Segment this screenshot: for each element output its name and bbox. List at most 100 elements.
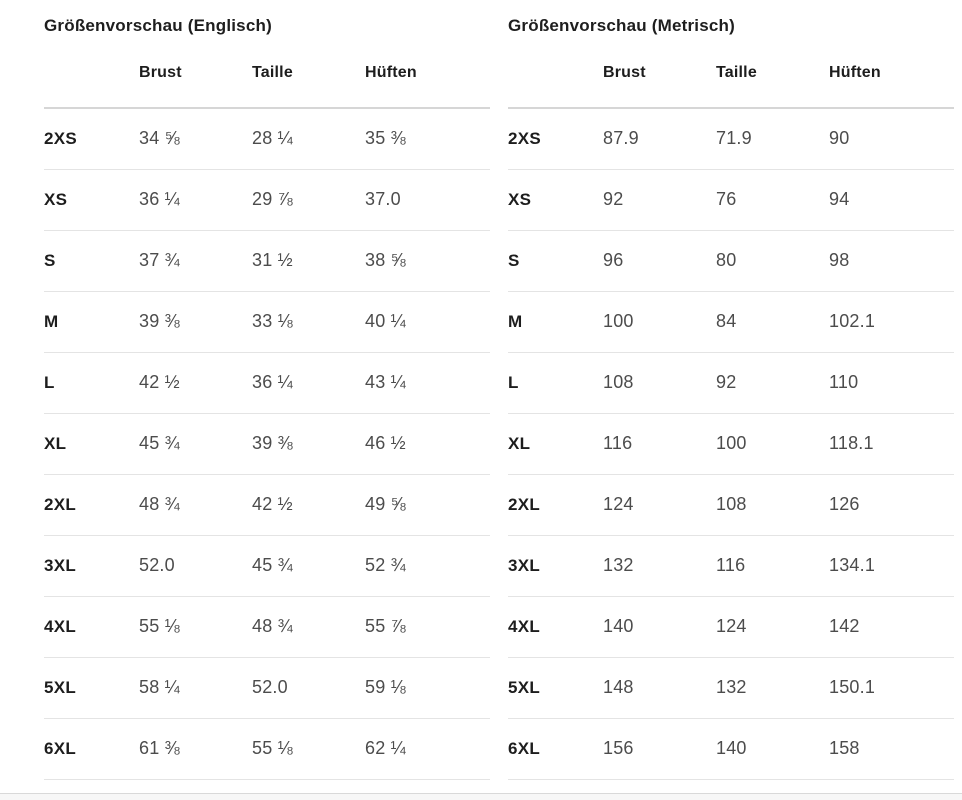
table-row: L 42 ½ 36 ¼ 43 ¼ [44, 352, 490, 414]
table-header-row: Brust Taille Hüften [44, 38, 490, 109]
chest-value-cell: 52.0 [139, 535, 252, 597]
chest-value-cell: 132 [603, 535, 716, 597]
hips-value-cell: 37.0 [365, 169, 490, 231]
table-row: 2XS 87.9 71.9 90 [508, 108, 954, 170]
hips-value-cell: 118.1 [829, 413, 954, 475]
table-row: XL 116 100 118.1 [508, 413, 954, 475]
size-label-cell: XS [44, 169, 139, 231]
size-label-cell: S [508, 230, 603, 292]
table-row: 2XS 34 ⅝ 28 ¼ 35 ⅜ [44, 108, 490, 170]
hips-column-header: Hüften [829, 38, 954, 109]
table-row: 6XL 61 ⅜ 55 ⅛ 62 ¼ [44, 718, 490, 780]
waist-value-cell: 45 ¾ [252, 535, 365, 597]
size-chart-metric: Größenvorschau (Metrisch) Brust Taille H… [508, 14, 954, 780]
waist-value-cell: 100 [716, 413, 829, 475]
hips-value-cell: 150.1 [829, 657, 954, 719]
table-row: XS 92 76 94 [508, 169, 954, 231]
waist-value-cell: 42 ½ [252, 474, 365, 536]
table-row: XS 36 ¼ 29 ⅞ 37.0 [44, 169, 490, 231]
hips-value-cell: 102.1 [829, 291, 954, 353]
hips-value-cell: 110 [829, 352, 954, 414]
table-row: 5XL 148 132 150.1 [508, 657, 954, 719]
waist-value-cell: 28 ¼ [252, 108, 365, 170]
chest-value-cell: 61 ⅜ [139, 718, 252, 780]
size-label-cell: 3XL [508, 535, 603, 597]
size-label-cell: M [508, 291, 603, 353]
waist-value-cell: 71.9 [716, 108, 829, 170]
waist-value-cell: 116 [716, 535, 829, 597]
size-label-cell: 6XL [44, 718, 139, 780]
size-chart-metric-title: Größenvorschau (Metrisch) [508, 16, 735, 35]
size-label-cell: 4XL [44, 596, 139, 658]
hips-value-cell: 98 [829, 230, 954, 292]
hips-column-header: Hüften [365, 38, 490, 109]
size-label-cell: 6XL [508, 718, 603, 780]
chest-value-cell: 55 ⅛ [139, 596, 252, 658]
hips-value-cell: 49 ⅝ [365, 474, 490, 536]
table-row: 2XL 124 108 126 [508, 474, 954, 536]
chest-value-cell: 34 ⅝ [139, 108, 252, 170]
chest-value-cell: 48 ¾ [139, 474, 252, 536]
chest-value-cell: 108 [603, 352, 716, 414]
size-label-cell: 2XL [508, 474, 603, 536]
hips-value-cell: 38 ⅝ [365, 230, 490, 292]
size-chart-english: Größenvorschau (Englisch) Brust Taille H… [44, 14, 490, 780]
waist-value-cell: 140 [716, 718, 829, 780]
hips-value-cell: 52 ¾ [365, 535, 490, 597]
table-row: L 108 92 110 [508, 352, 954, 414]
hips-value-cell: 62 ¼ [365, 718, 490, 780]
chest-value-cell: 100 [603, 291, 716, 353]
waist-value-cell: 84 [716, 291, 829, 353]
size-label-cell: 5XL [508, 657, 603, 719]
size-label-cell: L [508, 352, 603, 414]
table-row: S 96 80 98 [508, 230, 954, 292]
waist-value-cell: 132 [716, 657, 829, 719]
waist-value-cell: 29 ⅞ [252, 169, 365, 231]
chest-value-cell: 124 [603, 474, 716, 536]
waist-column-header: Taille [716, 38, 829, 109]
chest-value-cell: 96 [603, 230, 716, 292]
table-row: 3XL 52.0 45 ¾ 52 ¾ [44, 535, 490, 597]
hips-value-cell: 126 [829, 474, 954, 536]
chest-value-cell: 87.9 [603, 108, 716, 170]
hips-value-cell: 43 ¼ [365, 352, 490, 414]
table-row: 4XL 140 124 142 [508, 596, 954, 658]
chest-column-header: Brust [139, 38, 252, 109]
hips-value-cell: 158 [829, 718, 954, 780]
hips-value-cell: 35 ⅜ [365, 108, 490, 170]
chest-value-cell: 42 ½ [139, 352, 252, 414]
waist-value-cell: 55 ⅛ [252, 718, 365, 780]
chest-value-cell: 116 [603, 413, 716, 475]
chest-value-cell: 36 ¼ [139, 169, 252, 231]
hips-value-cell: 94 [829, 169, 954, 231]
chest-value-cell: 140 [603, 596, 716, 658]
hips-value-cell: 55 ⅞ [365, 596, 490, 658]
size-label-cell: 2XS [44, 108, 139, 170]
waist-value-cell: 31 ½ [252, 230, 365, 292]
size-chart-english-title: Größenvorschau (Englisch) [44, 16, 272, 35]
size-column-header-blank [508, 38, 603, 109]
size-label-cell: XL [508, 413, 603, 475]
size-charts-container: Größenvorschau (Englisch) Brust Taille H… [44, 14, 954, 780]
table-row: 2XL 48 ¾ 42 ½ 49 ⅝ [44, 474, 490, 536]
chest-value-cell: 45 ¾ [139, 413, 252, 475]
chest-value-cell: 156 [603, 718, 716, 780]
size-label-cell: 3XL [44, 535, 139, 597]
hips-value-cell: 40 ¼ [365, 291, 490, 353]
chest-value-cell: 39 ⅜ [139, 291, 252, 353]
table-row: M 100 84 102.1 [508, 291, 954, 353]
waist-value-cell: 92 [716, 352, 829, 414]
table-row: M 39 ⅜ 33 ⅛ 40 ¼ [44, 291, 490, 353]
hips-value-cell: 59 ⅛ [365, 657, 490, 719]
size-label-cell: XS [508, 169, 603, 231]
chest-value-cell: 148 [603, 657, 716, 719]
waist-value-cell: 48 ¾ [252, 596, 365, 658]
waist-value-cell: 76 [716, 169, 829, 231]
size-label-cell: XL [44, 413, 139, 475]
waist-value-cell: 80 [716, 230, 829, 292]
waist-value-cell: 52.0 [252, 657, 365, 719]
waist-value-cell: 124 [716, 596, 829, 658]
table-header-row: Brust Taille Hüften [508, 38, 954, 109]
chest-value-cell: 92 [603, 169, 716, 231]
chest-value-cell: 37 ¾ [139, 230, 252, 292]
